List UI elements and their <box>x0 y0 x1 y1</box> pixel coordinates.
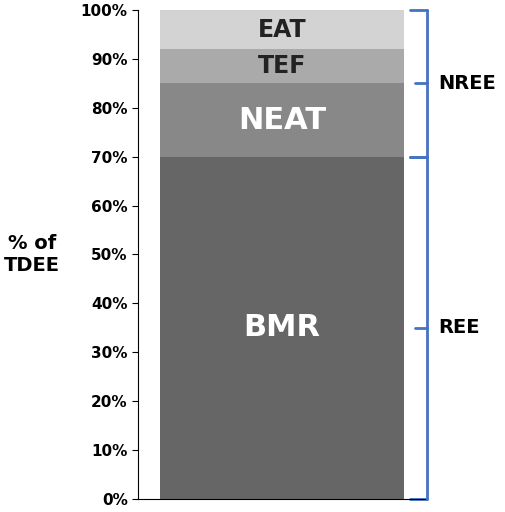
Text: BMR: BMR <box>243 313 320 343</box>
Text: TEF: TEF <box>258 54 306 78</box>
Y-axis label: % of
TDEE: % of TDEE <box>4 234 60 275</box>
Text: NREE: NREE <box>438 74 496 93</box>
Bar <box>160 157 404 499</box>
Text: REE: REE <box>438 318 480 337</box>
Bar <box>160 83 404 157</box>
Bar <box>160 49 404 83</box>
Bar <box>160 10 404 49</box>
Text: NEAT: NEAT <box>238 105 326 135</box>
Text: EAT: EAT <box>258 18 306 41</box>
